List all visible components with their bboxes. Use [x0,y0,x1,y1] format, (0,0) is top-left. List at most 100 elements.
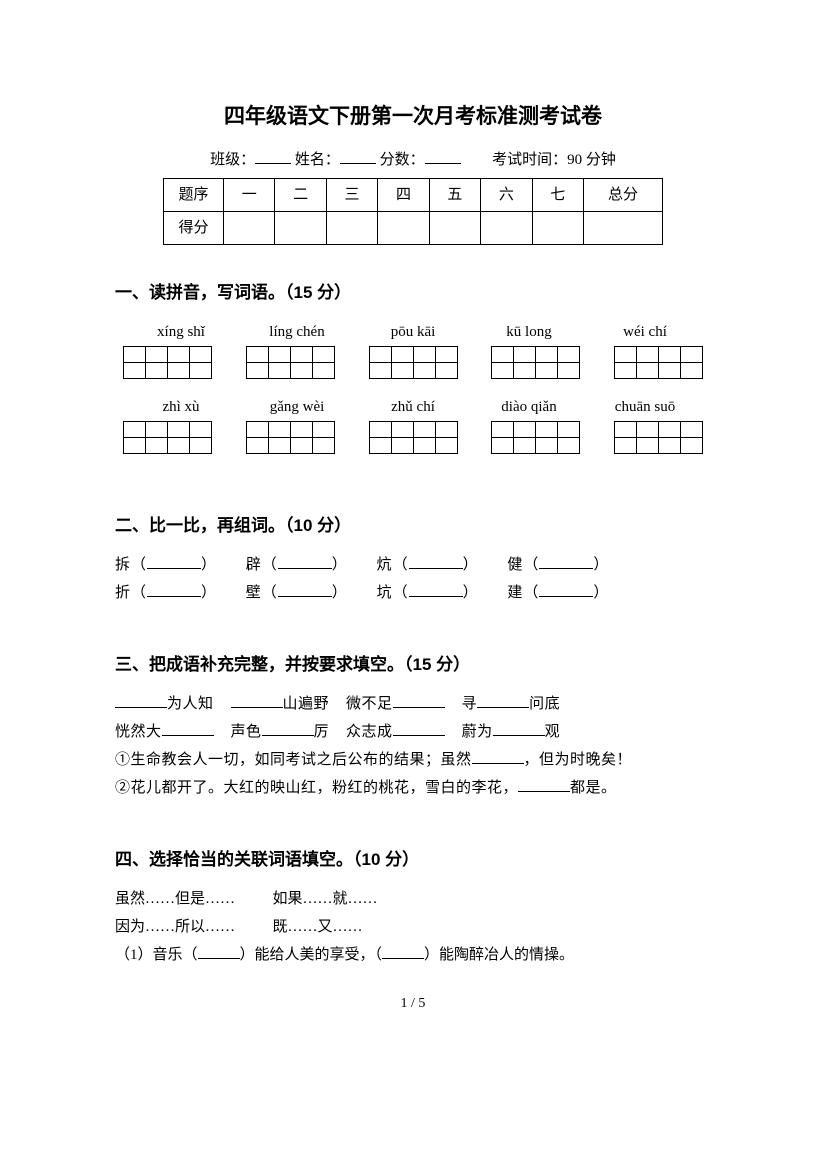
idiom-part: 寻 [462,696,478,712]
td-blank[interactable] [224,211,275,244]
word-pair-d: 健（ [507,557,539,573]
fill-blank[interactable] [278,553,332,569]
fill-blank[interactable] [393,720,445,736]
time-label: 考试时间：90 分钟 [492,152,616,168]
td-blank[interactable] [275,211,326,244]
sec2-line2: 折（） 壁（） 坑（） 建（） [115,581,711,605]
sec4-opts-2: 因为……所以…… 既……又…… [115,915,711,939]
th-col: 六 [481,178,532,211]
class-label: 班级： [210,152,255,168]
tianzige-box[interactable] [369,421,458,454]
tianzige-box[interactable] [123,421,212,454]
fill-blank[interactable] [518,776,570,792]
sec3-line2: 恍然大 声色厉 众志成 蔚为观 [115,720,711,744]
pinyin-label: xíng shǐ [123,320,239,344]
tianzige-box[interactable] [491,346,580,379]
close-paren: ） [463,557,479,573]
td-blank[interactable] [481,211,532,244]
conjunction-option: 既……又…… [273,919,363,935]
tianzige-box[interactable] [246,346,335,379]
section-4-heading: 四、选择恰当的关联词语填空。（10 分） [115,846,711,873]
sentence-text: 都是。 [570,780,617,796]
th-first: 题序 [164,178,224,211]
score-table: 题序 一 二 三 四 五 六 七 总分 得分 [163,178,663,245]
pinyin-row-2: zhì xù gǎng wèi zhǔ chí diào qiǎn chuān … [123,395,703,419]
pinyin-label: zhì xù [123,395,239,419]
word-pair-a: 折（ [115,585,147,601]
td-blank[interactable] [378,211,429,244]
conjunction-option: 如果……就…… [273,891,378,907]
fill-blank[interactable] [382,943,424,959]
fill-blank[interactable] [198,943,240,959]
fill-blank[interactable] [278,581,332,597]
class-blank[interactable] [255,146,291,164]
fill-blank[interactable] [539,581,593,597]
fill-blank[interactable] [147,553,201,569]
score-blank[interactable] [425,146,461,164]
fill-blank[interactable] [147,581,201,597]
fill-blank[interactable] [472,748,524,764]
td-blank[interactable] [532,211,583,244]
fill-blank[interactable] [409,553,463,569]
tianzige-box[interactable] [491,421,580,454]
idiom-part: 观 [545,724,561,740]
fill-blank[interactable] [539,553,593,569]
idiom-part: 蔚为 [462,724,493,740]
th-col: 一 [224,178,275,211]
tianzige-box[interactable] [369,346,458,379]
idiom-part: 声色 [231,724,262,740]
page-number: 1 / 5 [115,993,711,1015]
idiom-part: 恍然大 [115,724,162,740]
table-row: 题序 一 二 三 四 五 六 七 总分 [164,178,663,211]
name-label: 姓名： [295,152,340,168]
sec3-line3: ①生命教会人一切，如同考试之后公布的结果；虽然 ，但为时晚矣！ [115,748,711,772]
td-blank[interactable] [326,211,377,244]
sentence-text: ②花儿都开了。大红的映山红，粉红的桃花，雪白的李花， [115,780,518,796]
idiom-part: 为人知 [167,696,214,712]
tianzige-box[interactable] [614,421,703,454]
fill-blank[interactable] [393,692,445,708]
word-pair-c: 坑（ [377,585,409,601]
fill-blank[interactable] [493,720,545,736]
fill-blank[interactable] [231,692,283,708]
pinyin-label: diào qiǎn [471,395,587,419]
pinyin-label: kū long [471,320,587,344]
td-first: 得分 [164,211,224,244]
tianzige-box[interactable] [614,346,703,379]
fill-blank[interactable] [477,692,529,708]
close-paren: ） [593,557,609,573]
sec2-line1: 拆（） 辟（） 炕（） 健（） [115,553,711,577]
tianzige-box[interactable] [246,421,335,454]
word-pair-b: 辟（ [246,557,278,573]
pinyin-label: líng chén [239,320,355,344]
question-text: （1）音乐（ [115,947,198,963]
tianzige-row-1 [123,346,703,379]
sentence-text: ，但为时晚矣！ [524,752,633,768]
close-paren: ） [332,557,348,573]
fill-blank[interactable] [262,720,314,736]
fill-blank[interactable] [409,581,463,597]
pinyin-label: chuān suō [587,395,703,419]
tianzige-box[interactable] [123,346,212,379]
word-pair-d: 建（ [507,585,539,601]
exam-title: 四年级语文下册第一次月考标准测考试卷 [115,100,711,134]
section-2-heading: 二、比一比，再组词。（10 分） [115,512,711,539]
sentence-text: ①生命教会人一切，如同考试之后公布的结果；虽然 [115,752,472,768]
close-paren: ） [332,585,348,601]
close-paren: ） [201,557,217,573]
name-blank[interactable] [340,146,376,164]
td-blank[interactable] [429,211,480,244]
word-pair-c: 炕（ [377,557,409,573]
fill-blank[interactable] [162,720,214,736]
td-blank[interactable] [583,211,662,244]
section-3-heading: 三、把成语补充完整，并按要求填空。（15 分） [115,651,711,678]
pinyin-label: zhǔ chí [355,395,471,419]
score-label: 分数： [380,152,425,168]
th-col: 二 [275,178,326,211]
close-paren: ） [201,585,217,601]
th-col: 五 [429,178,480,211]
fill-blank[interactable] [115,692,167,708]
section-1-heading: 一、读拼音，写词语。（15 分） [115,279,711,306]
close-paren: ） [593,585,609,601]
sec4-q1: （1）音乐（）能给人美的享受，（）能陶醉冶人的情操。 [115,943,711,967]
